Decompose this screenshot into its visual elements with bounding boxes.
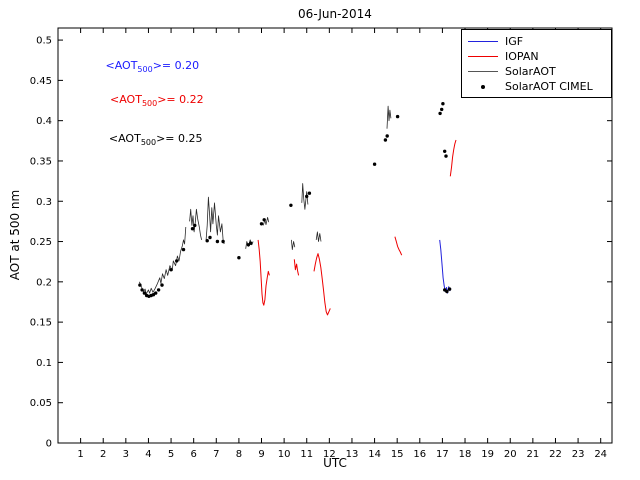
legend-line-sample-solaraot [468,71,498,72]
svg-text:10: 10 [278,449,291,460]
svg-text:21: 21 [526,449,539,460]
svg-text:0.5: 0.5 [36,36,52,47]
svg-text:11: 11 [300,449,313,460]
svg-text:14: 14 [368,449,381,460]
svg-text:1: 1 [77,449,83,460]
legend: IGF IOPAN SolarAOT SolarAOT CIMEL [461,29,612,98]
svg-text:12: 12 [323,449,336,460]
legend-label-iopan: IOPAN [505,50,539,63]
svg-text:24: 24 [594,449,607,460]
mean-aot-annotation-igf: <AOT500>= 0.20 [105,58,200,74]
legend-line-sample-iopan [468,56,498,57]
svg-text:0.3: 0.3 [36,197,52,208]
legend-item-iopan: IOPAN [468,49,605,64]
legend-line-sample-igf [468,41,498,42]
legend-label-solaraot-cimel: SolarAOT CIMEL [505,80,593,93]
svg-text:7: 7 [213,449,219,460]
legend-label-solaraot: SolarAOT [505,65,556,78]
svg-text:0.2: 0.2 [36,277,52,288]
svg-text:2: 2 [100,449,106,460]
legend-dot-sample-cimel [468,84,498,89]
svg-text:16: 16 [413,449,426,460]
legend-item-solaraot-cimel: SolarAOT CIMEL [468,79,605,94]
mean-aot-annotation-iopan: <AOT500>= 0.22 [110,93,204,109]
svg-text:0.4: 0.4 [36,116,52,127]
svg-text:3: 3 [123,449,129,460]
svg-text:4: 4 [145,449,151,460]
legend-item-solaraot: SolarAOT [468,64,605,79]
svg-text:8: 8 [236,449,242,460]
legend-label-igf: IGF [505,35,524,48]
svg-text:0.25: 0.25 [30,237,52,248]
svg-text:19: 19 [481,449,494,460]
svg-text:0.45: 0.45 [30,76,52,87]
svg-text:0.1: 0.1 [36,358,52,369]
svg-text:0: 0 [46,439,52,450]
svg-text:13: 13 [346,449,359,460]
svg-text:6: 6 [190,449,196,460]
x-axis-label: UTC [323,456,347,470]
svg-text:0.35: 0.35 [30,156,52,167]
svg-text:0.15: 0.15 [30,318,52,329]
svg-text:15: 15 [391,449,404,460]
svg-text:18: 18 [459,449,472,460]
legend-item-igf: IGF [468,34,605,49]
svg-text:17: 17 [436,449,449,460]
chart-title: 06-Jun-2014 [298,7,372,21]
mean-aot-annotation-solaraot: <AOT500>= 0.25 [108,132,203,148]
svg-text:23: 23 [572,449,585,460]
svg-text:0.05: 0.05 [30,398,52,409]
svg-text:9: 9 [258,449,264,460]
svg-text:22: 22 [549,449,562,460]
svg-text:5: 5 [168,449,174,460]
svg-text:20: 20 [504,449,517,460]
